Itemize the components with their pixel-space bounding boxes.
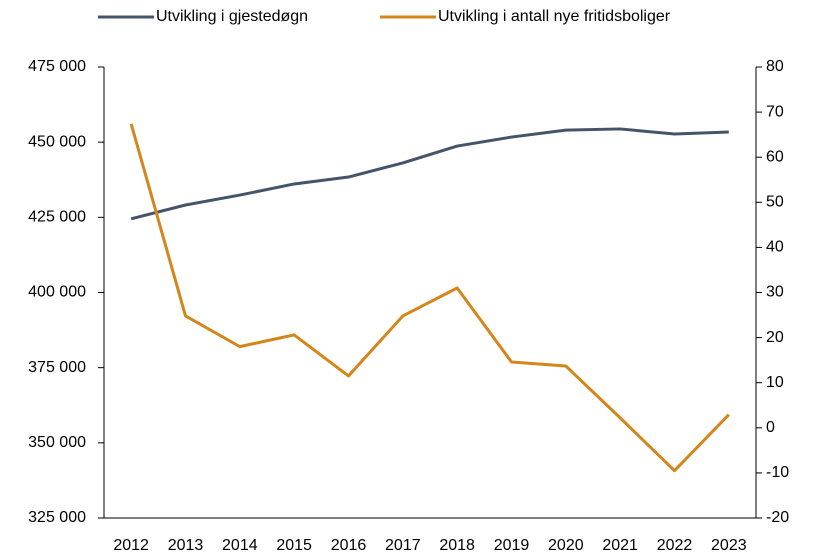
line-series xyxy=(129,123,730,473)
y2-tick-label: 60 xyxy=(766,148,784,165)
x-tick-label: 2014 xyxy=(222,537,258,554)
y-tick-label: 350 000 xyxy=(28,434,86,451)
x-tick-label: 2015 xyxy=(276,537,312,554)
y-tick-label: 475 000 xyxy=(28,58,86,75)
y2-tick-label: 50 xyxy=(766,194,784,211)
x-tick-label: 2018 xyxy=(439,537,475,554)
y2-tick-label: -20 xyxy=(766,509,789,526)
line-series xyxy=(130,127,729,221)
x-tick-label: 2013 xyxy=(168,537,204,554)
x-tick-label: 2019 xyxy=(494,537,530,554)
y-tick-label: 325 000 xyxy=(28,509,86,526)
y-tick-label: 375 000 xyxy=(28,359,86,376)
x-tick-label: 2021 xyxy=(602,537,638,554)
y-tick-label: 425 000 xyxy=(28,209,86,226)
legend-label: Utvikling i antall nye fritidsboliger xyxy=(438,8,671,25)
y-tick-label: 450 000 xyxy=(28,133,86,150)
x-tick-label: 2022 xyxy=(657,537,693,554)
y2-tick-label: 30 xyxy=(766,284,784,301)
y2-tick-label: -10 xyxy=(766,464,789,481)
x-tick-label: 2023 xyxy=(711,537,747,554)
y2-tick-label: 70 xyxy=(766,103,784,120)
y2-tick-label: 0 xyxy=(766,419,775,436)
y2-tick-label: 10 xyxy=(766,374,784,391)
x-tick-label: 2012 xyxy=(113,537,149,554)
legend-label: Utvikling i gjestedøgn xyxy=(156,8,308,25)
y-tick-label: 400 000 xyxy=(28,284,86,301)
x-tick-label: 2020 xyxy=(548,537,584,554)
y2-tick-label: 80 xyxy=(766,58,784,75)
y2-tick-label: 20 xyxy=(766,329,784,346)
x-tick-label: 2017 xyxy=(385,537,421,554)
x-tick-label: 2016 xyxy=(331,537,367,554)
y2-tick-label: 40 xyxy=(766,239,784,256)
